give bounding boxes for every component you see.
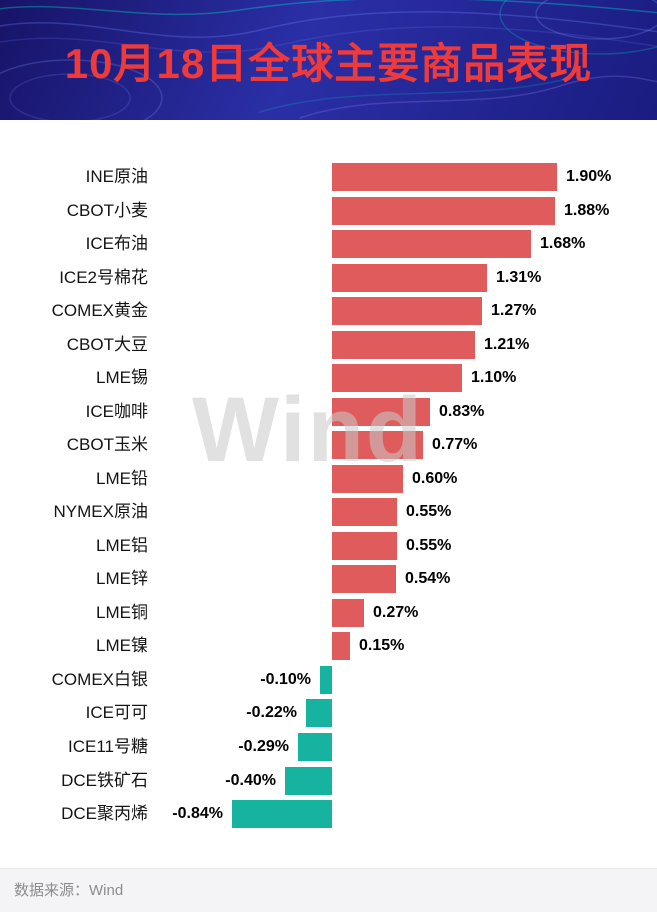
value-label: 0.60% [412, 470, 458, 487]
value-label: -0.22% [246, 704, 297, 721]
header-banner: 10月18日全球主要商品表现 [0, 0, 657, 120]
category-label: INE原油 [85, 167, 148, 186]
category-label: NYMEX原油 [53, 502, 148, 521]
category-label: ICE11号糖 [68, 737, 148, 756]
page-title: 10月18日全球主要商品表现 [64, 39, 593, 87]
category-label: COMEX白银 [51, 670, 148, 689]
value-label: -0.40% [225, 772, 276, 789]
value-label: 1.21% [484, 336, 530, 353]
value-label: 0.55% [406, 537, 452, 554]
data-source-label: 数据来源：Wind [14, 882, 124, 899]
value-label: 1.10% [471, 369, 517, 386]
bar-positive [332, 632, 350, 660]
category-label: CBOT大豆 [66, 335, 148, 354]
bar-positive [332, 264, 487, 292]
category-label: DCE铁矿石 [61, 771, 148, 790]
bar-positive [332, 230, 531, 258]
header-topographic-pattern [0, 0, 657, 120]
value-label: 1.90% [566, 168, 612, 185]
value-label: 1.68% [540, 235, 586, 252]
value-label: -0.29% [238, 738, 289, 755]
bar-negative [306, 699, 332, 727]
category-label: ICE咖啡 [85, 402, 148, 421]
bar-positive [332, 197, 555, 225]
category-label: COMEX黄金 [51, 301, 148, 320]
category-label: ICE2号棉花 [59, 268, 148, 287]
footer: 数据来源：Wind [0, 868, 657, 912]
value-label: 0.15% [359, 637, 405, 654]
value-label: 0.55% [406, 503, 452, 520]
value-label: -0.10% [260, 671, 311, 688]
value-label: 1.88% [564, 202, 610, 219]
bar-positive [332, 331, 475, 359]
category-label: LME镍 [96, 636, 148, 655]
bar-positive [332, 498, 397, 526]
bar-negative [232, 800, 332, 828]
category-label: LME铅 [96, 469, 148, 488]
category-label: ICE可可 [85, 703, 148, 722]
category-label: CBOT小麦 [66, 201, 148, 220]
category-label: DCE聚丙烯 [61, 804, 148, 823]
bar-positive [332, 163, 557, 191]
category-label: LME铝 [96, 536, 148, 555]
value-label: 0.54% [405, 570, 451, 587]
category-label: LME锌 [96, 569, 148, 588]
category-label: LME铜 [96, 603, 148, 622]
value-label: 0.27% [373, 604, 419, 621]
bar-positive [332, 532, 397, 560]
value-label: 0.77% [432, 436, 478, 453]
value-label: 1.27% [491, 302, 537, 319]
category-label: CBOT玉米 [66, 435, 148, 454]
value-label: 1.31% [496, 269, 542, 286]
category-label: LME锡 [96, 368, 148, 387]
value-label: -0.84% [172, 805, 223, 822]
category-label: ICE布油 [85, 234, 148, 253]
bar-negative [285, 767, 332, 795]
bar-positive [332, 297, 482, 325]
bar-positive [332, 465, 403, 493]
bar-positive [332, 431, 423, 459]
bar-negative [320, 666, 332, 694]
bar-positive [332, 398, 430, 426]
bar-positive [332, 599, 364, 627]
value-label: 0.83% [439, 403, 485, 420]
bar-positive [332, 364, 462, 392]
bar-positive [332, 565, 396, 593]
bar-chart: Wind INE原油 1.90% CBOT小麦 1.88% ICE布油 1.68% ICE2… [0, 120, 657, 868]
bar-negative [298, 733, 332, 761]
